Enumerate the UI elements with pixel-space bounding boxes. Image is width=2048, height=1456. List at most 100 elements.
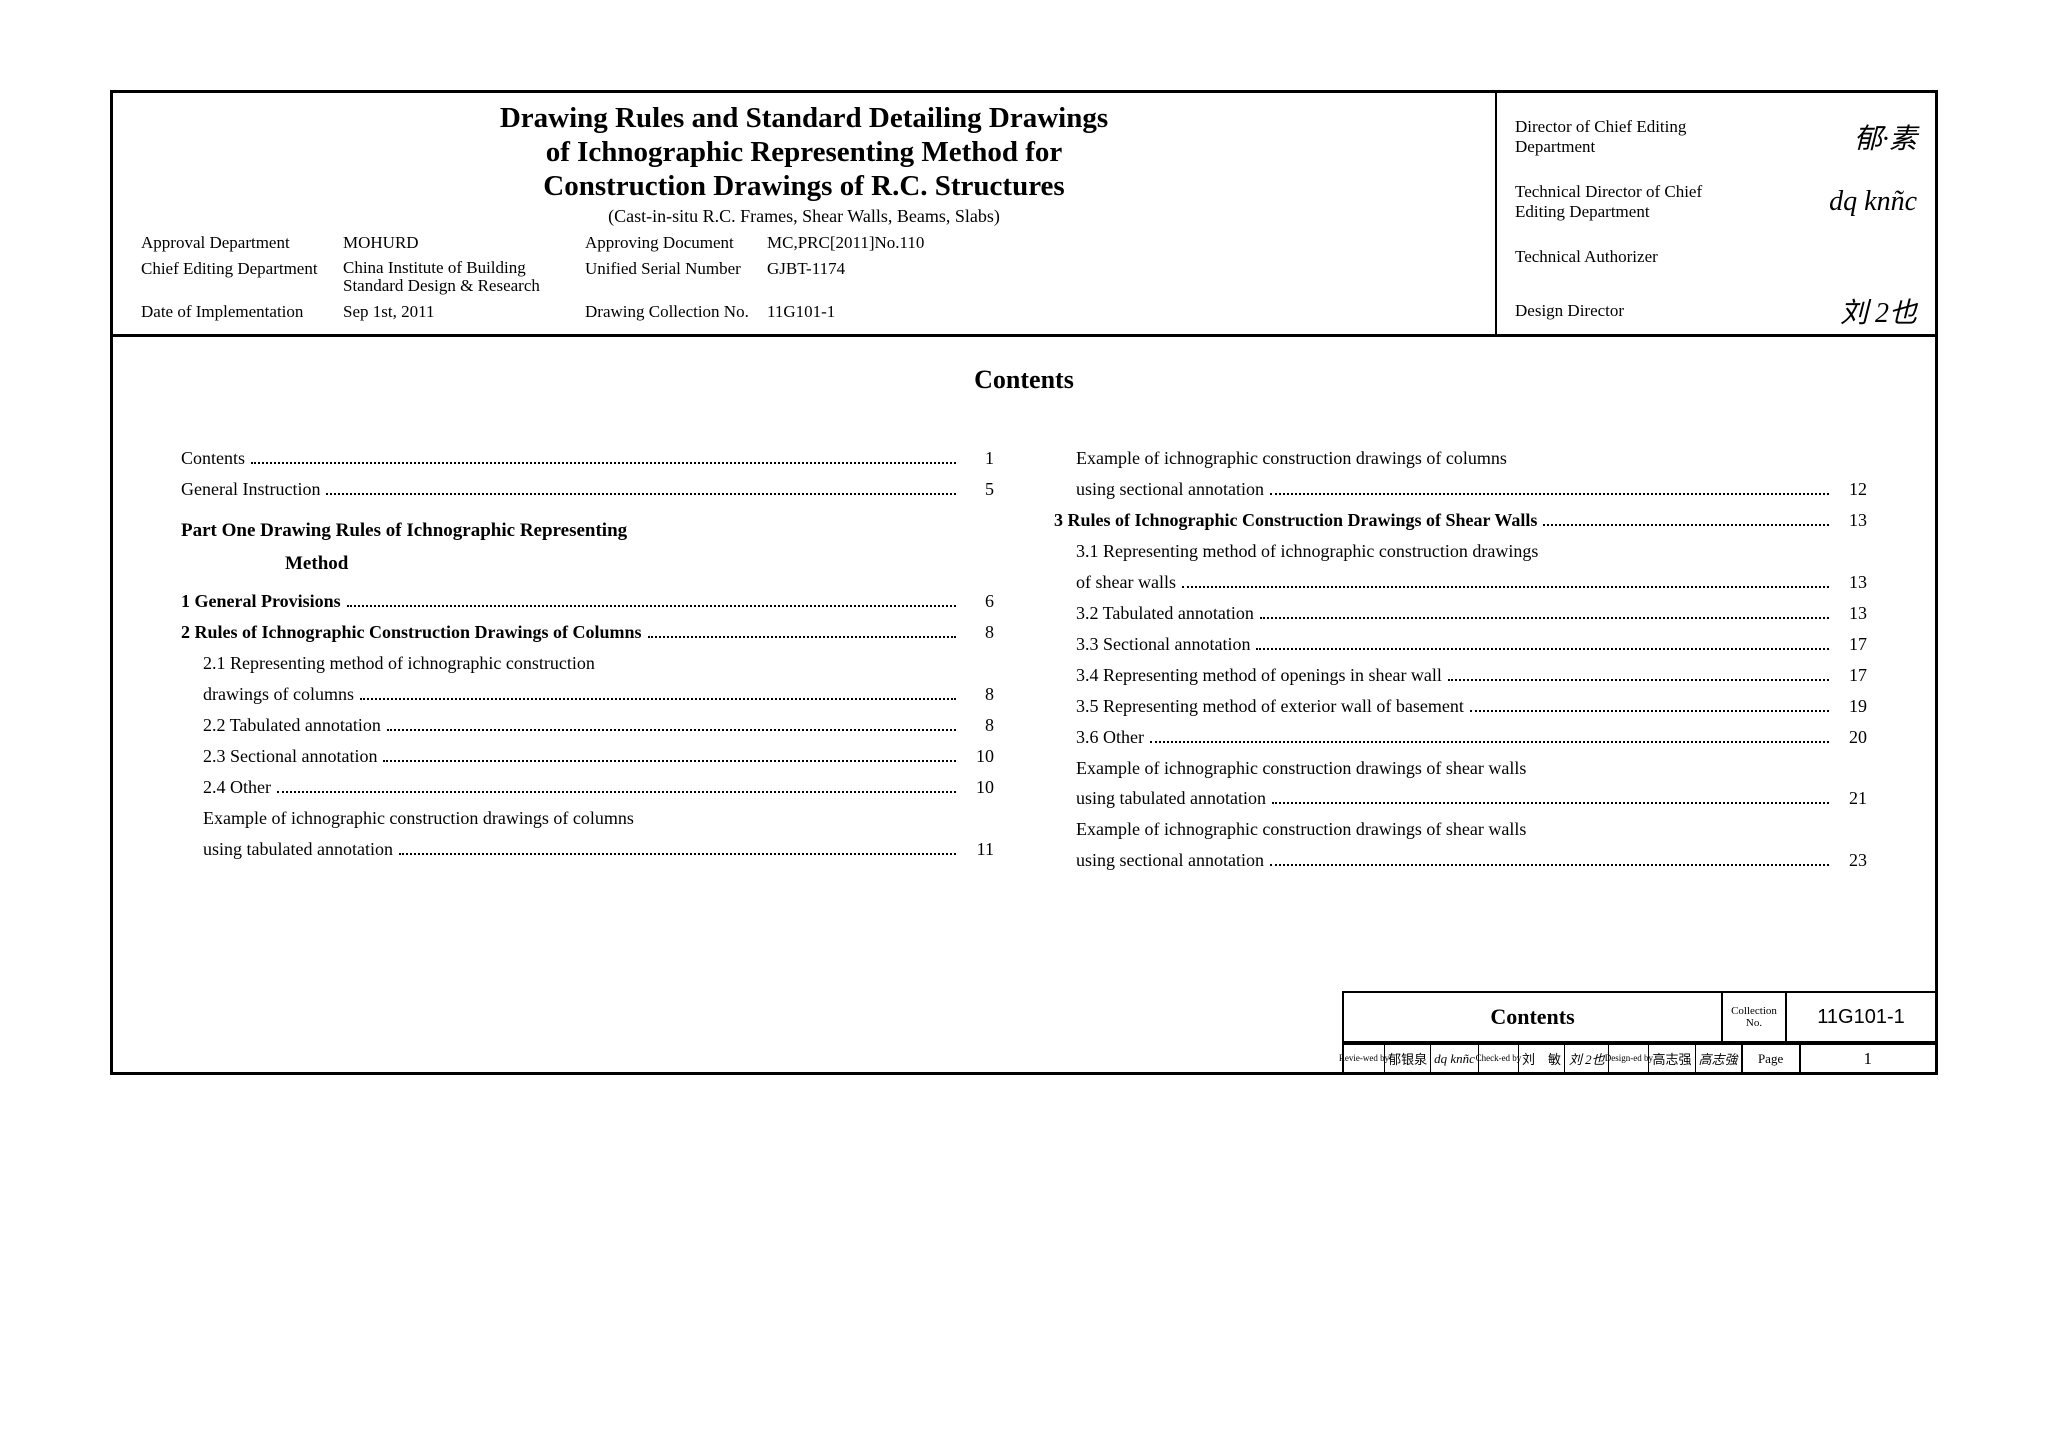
- drawing-sheet: Drawing Rules and Standard Detailing Dra…: [110, 90, 1938, 1075]
- page-label: Page: [1741, 1045, 1799, 1072]
- toc-entry: Example of ichnographic construction dra…: [1054, 814, 1867, 845]
- toc-page: 17: [1835, 629, 1867, 660]
- toc-page: 21: [1835, 783, 1867, 814]
- toc-text: 2 Rules of Ichnographic Construction Dra…: [181, 617, 642, 648]
- subtitle: (Cast-in-situ R.C. Frames, Shear Walls, …: [141, 206, 1467, 227]
- toc-text: 2.3 Sectional annotation: [181, 741, 377, 772]
- signature: dq knñc: [1829, 186, 1917, 218]
- director-row: Technical Director of Chief Editing Depa…: [1515, 182, 1917, 223]
- chief-edit-label: Chief Editing Department: [141, 259, 331, 279]
- toc-entry: 2.4 Other 10: [181, 772, 994, 803]
- director-label: Technical Authorizer: [1515, 247, 1658, 267]
- signature: 刘 2也: [1840, 291, 1917, 331]
- toc-entry: 2 Rules of Ichnographic Construction Dra…: [181, 617, 994, 648]
- main-title: Drawing Rules and Standard Detailing Dra…: [141, 101, 1467, 204]
- part-heading-line1: Part One Drawing Rules of Ichnographic R…: [181, 520, 627, 541]
- toc-entry: drawings of columns8: [181, 679, 994, 710]
- toc-text: Example of ichnographic construction dra…: [1054, 443, 1507, 474]
- toc-entry: 2.3 Sectional annotation10: [181, 741, 994, 772]
- toc-leader-dots: [1272, 802, 1829, 804]
- designed-by-sig: 高志強: [1695, 1045, 1741, 1072]
- part-heading: Part One Drawing Rules of Ichnographic R…: [181, 515, 994, 580]
- toc-leader-dots: [1256, 648, 1829, 650]
- toc-entry: 3.6 Other 20: [1054, 722, 1867, 753]
- toc-entry: 3.3 Sectional annotation 17: [1054, 629, 1867, 660]
- toc-page: 13: [1835, 598, 1867, 629]
- director-row: Design Director 刘 2也: [1515, 291, 1917, 331]
- toc-page: 13: [1835, 567, 1867, 598]
- toc-entry: 3 Rules of Ichnographic Construction Dra…: [1054, 505, 1867, 536]
- date-impl-label: Date of Implementation: [141, 302, 331, 322]
- toc-page: 8: [962, 617, 994, 648]
- toc-entry: using sectional annotation23: [1054, 845, 1867, 876]
- coll-no-label: Drawing Collection No.: [585, 302, 755, 322]
- toc-text: 3.1 Representing method of ichnographic …: [1054, 536, 1538, 567]
- toc-entry: 3.5 Representing method of exterior wall…: [1054, 691, 1867, 722]
- toc-text: of shear walls: [1054, 567, 1176, 598]
- designed-by-name: 高志强: [1648, 1045, 1694, 1072]
- toc-entry: 2.2 Tabulated annotation8: [181, 710, 994, 741]
- toc-leader-dots: [399, 853, 956, 855]
- reviewed-by-sig: dq knñc: [1430, 1045, 1478, 1072]
- title-line-1: Drawing Rules and Standard Detailing Dra…: [500, 102, 1108, 134]
- toc-leader-dots: [1150, 741, 1829, 743]
- header-block: Drawing Rules and Standard Detailing Dra…: [113, 93, 1935, 337]
- toc-leader-dots: [1270, 493, 1829, 495]
- toc-page: 12: [1835, 474, 1867, 505]
- approval-dept: MOHURD: [343, 233, 573, 253]
- date-impl: Sep 1st, 2011: [343, 302, 573, 322]
- toc-page: 20: [1835, 722, 1867, 753]
- reviewed-by-label: Revie-wed by: [1344, 1045, 1384, 1072]
- director-row: Technical Authorizer: [1515, 247, 1917, 267]
- contents-title: Contents: [181, 365, 1867, 395]
- toc-entry: using tabulated annotation11: [181, 834, 994, 865]
- director-label: Design Director: [1515, 301, 1624, 321]
- toc-leader-dots: [387, 729, 956, 731]
- page-value: 1: [1799, 1045, 1935, 1072]
- strip-coll-no: 11G101-1: [1785, 993, 1935, 1041]
- chief-edit: China Institute of Building Standard Des…: [343, 259, 573, 296]
- toc-page: 10: [962, 772, 994, 803]
- toc-entry: 3.1 Representing method of ichnographic …: [1054, 536, 1867, 567]
- toc-page: 11: [962, 834, 994, 865]
- toc-leader-dots: [383, 760, 956, 762]
- approving-doc-label: Approving Document: [585, 233, 755, 253]
- toc-text: 3 Rules of Ichnographic Construction Dra…: [1054, 505, 1537, 536]
- contents-block: Contents Contents1General Instruction5Pa…: [113, 337, 1935, 1072]
- director-label: Director of Chief Editing Department: [1515, 117, 1745, 158]
- unified: GJBT-1174: [767, 259, 947, 279]
- toc-leader-dots: [360, 698, 956, 700]
- toc-page: 8: [962, 710, 994, 741]
- unified-label: Unified Serial Number: [585, 259, 755, 279]
- toc-page: 17: [1835, 660, 1867, 691]
- toc-text: 2.4 Other: [181, 772, 271, 803]
- toc-leader-dots: [1182, 586, 1829, 588]
- toc-entry: of shear walls 13: [1054, 567, 1867, 598]
- toc-text: using tabulated annotation: [1054, 783, 1266, 814]
- director-label: Technical Director of Chief Editing Depa…: [1515, 182, 1745, 223]
- toc-page: 13: [1835, 505, 1867, 536]
- title-block: Drawing Rules and Standard Detailing Dra…: [113, 93, 1495, 334]
- toc-entry: 3.2 Tabulated annotation13: [1054, 598, 1867, 629]
- toc-text: 3.6 Other: [1054, 722, 1144, 753]
- toc-leader-dots: [1270, 864, 1829, 866]
- toc-text: Contents: [181, 443, 245, 474]
- toc-text: 3.3 Sectional annotation: [1054, 629, 1250, 660]
- strip-coll-label: Collection No.: [1721, 993, 1785, 1041]
- toc-text: General Instruction: [181, 474, 320, 505]
- toc-leader-dots: [1543, 524, 1829, 526]
- title-strip: Contents Collection No. 11G101-1: [1342, 991, 1937, 1043]
- checked-by-name: 刘 敏: [1518, 1045, 1564, 1072]
- toc-text: 2.1 Representing method of ichnographic …: [181, 648, 595, 679]
- coll-no: 11G101-1: [767, 302, 947, 322]
- toc-text: Example of ichnographic construction dra…: [1054, 814, 1526, 845]
- toc-entry: using sectional annotation12: [1054, 474, 1867, 505]
- toc-text: 1 General Provisions: [181, 586, 341, 617]
- meta-grid: Approval Department MOHURD Approving Doc…: [141, 233, 1467, 322]
- toc-leader-dots: [347, 605, 956, 607]
- toc-columns: Contents1General Instruction5Part One Dr…: [181, 443, 1867, 876]
- toc-page: 6: [962, 586, 994, 617]
- signature: 郁·素: [1854, 117, 1917, 157]
- toc-entry: Example of ichnographic construction dra…: [1054, 443, 1867, 474]
- toc-leader-dots: [277, 791, 956, 793]
